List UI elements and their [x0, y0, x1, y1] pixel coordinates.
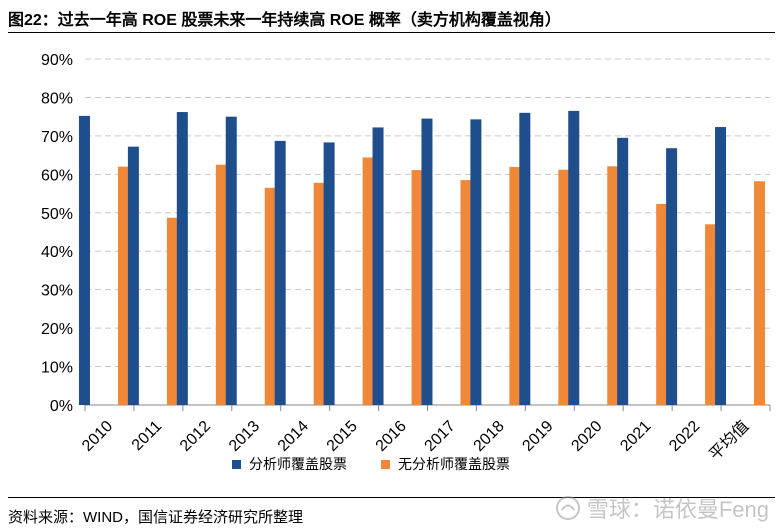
x-tick-label: 2018 [471, 418, 508, 455]
bar-uncovered [558, 169, 570, 405]
y-tick-label: 40% [41, 244, 73, 261]
x-tick-label: 2014 [275, 418, 312, 455]
x-tick-label: 2022 [666, 418, 703, 455]
x-tick-label: 2021 [617, 418, 654, 455]
bar-covered [421, 118, 433, 405]
legend-label-covered: 分析师覆盖股票 [249, 456, 347, 472]
y-tick-label: 30% [41, 283, 73, 300]
figure-title: 图22：过去一年高 ROE 股票未来一年持续高 ROE 概率（卖方机构覆盖视角） [8, 12, 561, 29]
y-tick-label: 90% [41, 52, 73, 69]
x-tick-label: 2010 [79, 418, 116, 455]
bar-uncovered [117, 166, 129, 405]
bar-covered [372, 127, 384, 405]
bar-uncovered [313, 182, 325, 405]
x-tick-label: 2016 [373, 418, 410, 455]
bar-uncovered [460, 180, 472, 405]
bar-covered [127, 146, 139, 406]
bar-covered [617, 137, 629, 406]
bar-uncovered [509, 167, 521, 405]
footer-divider [8, 497, 775, 498]
y-tick-label: 60% [41, 167, 73, 184]
legend-swatch-uncovered [381, 459, 390, 469]
title-divider [8, 32, 775, 33]
bar-covered [176, 112, 188, 405]
bar-uncovered [166, 217, 178, 405]
source-note: 资料来源：WIND，国信证券经济研究所整理 [8, 509, 303, 526]
bar-covered [323, 142, 335, 405]
x-tick-label: 2019 [519, 418, 556, 455]
bar-chart: 0% 10% 20% 30% 40% 50% 60% 70% 80% 90% 2010 2011 201… [41, 52, 771, 464]
y-tick-label: 50% [41, 206, 73, 223]
y-tick-label: 0% [50, 398, 73, 415]
legend-label-uncovered: 无分析师覆盖股票 [398, 456, 510, 472]
bar-covered [568, 110, 580, 406]
bar-covered [225, 116, 237, 406]
y-tick-label: 20% [41, 321, 73, 338]
y-tick-label: 80% [41, 90, 73, 107]
chart-legend: 分析师覆盖股票 无分析师覆盖股票 [232, 454, 510, 474]
x-tick-label: 2020 [568, 418, 605, 455]
y-tick-label: 70% [41, 129, 73, 146]
bar-uncovered [754, 181, 766, 405]
bar-uncovered [264, 187, 276, 405]
x-tick-label: 2012 [177, 418, 214, 455]
bar-uncovered [411, 170, 423, 405]
bar-uncovered [607, 166, 619, 405]
y-tick-label: 10% [41, 360, 73, 377]
x-tick-label: 2011 [129, 418, 165, 454]
bar-covered [78, 115, 90, 406]
bar-uncovered [215, 164, 227, 405]
x-tick-label: 2017 [422, 418, 459, 455]
legend-item-uncovered: 无分析师覆盖股票 [381, 454, 510, 474]
bar-uncovered [656, 203, 668, 405]
bar-covered [519, 112, 531, 406]
snowball-logo-icon [555, 496, 580, 520]
bar-covered [470, 119, 482, 405]
bar-covered [666, 148, 678, 406]
legend-swatch-covered [232, 459, 241, 469]
x-tick-label: 平均值 [706, 417, 753, 464]
bar-uncovered [705, 224, 717, 405]
bar-covered [715, 127, 727, 406]
watermark: 雪球：诺依曼Feng [555, 492, 769, 524]
bar-covered [274, 140, 286, 406]
watermark-text: 雪球：诺依曼Feng [586, 497, 769, 522]
x-tick-label: 2015 [324, 418, 361, 455]
bar-uncovered [362, 157, 374, 405]
legend-item-covered: 分析师覆盖股票 [232, 454, 347, 474]
x-tick-label: 2013 [226, 418, 263, 455]
